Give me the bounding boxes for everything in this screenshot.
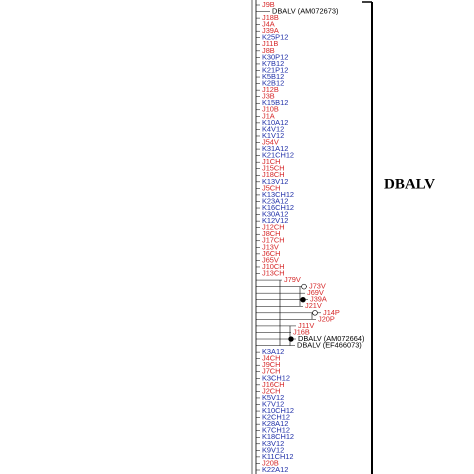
leaf-label: J2CH <box>262 386 280 395</box>
node-marker <box>288 336 294 342</box>
leaf-label: K7V12 <box>262 399 284 408</box>
leaf-label: J18CH <box>262 170 285 179</box>
leaf-label: K3CH12 <box>262 373 290 382</box>
leaf-label: K28A12 <box>262 419 288 428</box>
leaf-label: K5B12 <box>262 72 284 81</box>
leaf-label: K15B12 <box>262 98 288 107</box>
leaf-label: J9CH <box>262 360 280 369</box>
leaf-label: K2B12 <box>262 79 284 88</box>
leaf-label: K22A12 <box>262 465 288 474</box>
leaf-label: J3B <box>262 92 275 101</box>
leaf-label: K7B12 <box>262 59 284 68</box>
leaf-label: J1CH <box>262 157 280 166</box>
branches <box>251 0 321 474</box>
leaf-label: J14P <box>323 308 340 317</box>
leaf-label: K1V12 <box>262 131 284 140</box>
leaf-label: J11B <box>262 39 278 48</box>
leaf-label: J39A <box>310 295 327 304</box>
leaf-label: J6CH <box>262 249 280 258</box>
leaf-label: DBALV (AM072673) <box>272 7 338 16</box>
leaf-label: K21CH12 <box>262 151 294 160</box>
leaf-label: J8CH <box>262 229 280 238</box>
leaf-label: K13CH12 <box>262 190 294 199</box>
leaf-label: K5V12 <box>262 393 284 402</box>
node-marker <box>300 297 306 303</box>
leaf-label: K31A12 <box>262 144 288 153</box>
leaf-label: J16CH <box>262 380 285 389</box>
leaf-label: J13CH <box>262 268 285 277</box>
leaf-label: J12B <box>262 85 279 94</box>
leaf-label: J8B <box>262 46 275 55</box>
leaf-label: K7CH12 <box>262 426 290 435</box>
leaf-label: J20B <box>262 458 279 467</box>
leaf-label: J10B <box>262 105 279 114</box>
leaf-label: J17CH <box>262 236 285 245</box>
leaf-label: K9V12 <box>262 445 284 454</box>
leaf-label: J20P <box>318 314 335 323</box>
leaf-label: K3A12 <box>262 347 284 356</box>
leaf-label: K10A12 <box>262 118 288 127</box>
leaf-label: J18B <box>262 13 279 22</box>
leaf-label: K10CH12 <box>262 406 294 415</box>
leaf-label: DBALV (AM072664) <box>298 334 364 343</box>
leaf-label: K30P12 <box>262 52 288 61</box>
leaf-label: J12CH <box>262 223 285 232</box>
leaf-label: J54V <box>262 137 279 146</box>
leaf-label: K3V12 <box>262 439 284 448</box>
leaf-label: J21V <box>305 301 322 310</box>
leaf-label: J39A <box>262 26 279 35</box>
node-marker <box>301 283 307 290</box>
leaf-label: K12V12 <box>262 216 288 225</box>
leaf-label: J13V <box>262 242 279 251</box>
node-marker <box>312 310 318 316</box>
leaf-label: J79V <box>284 275 301 284</box>
leaf-label: J4A <box>262 20 275 29</box>
leaf-label: K18CH12 <box>262 432 294 441</box>
leaf-label: J73V <box>309 282 326 291</box>
leaf-label: J4CH <box>262 354 280 363</box>
leaf-label: K13V12 <box>262 177 288 186</box>
leaf-label: K30A12 <box>262 210 288 219</box>
leaf-label: J69V <box>307 288 324 297</box>
clade-label: DBALV <box>384 176 435 192</box>
leaf-label: K25P12 <box>262 33 288 42</box>
leaf-label: J9B <box>262 0 275 9</box>
leaf-label: K2CH12 <box>262 413 290 422</box>
leaf-label: DBALV (EF466073) <box>297 341 362 350</box>
leaf-label: J5CH <box>262 183 280 192</box>
leaf-label: K23A12 <box>262 196 288 205</box>
leaf-label: J7CH <box>262 367 280 376</box>
leaf-label: J10CH <box>262 262 285 271</box>
leaf-label: J16B <box>293 327 310 336</box>
leaf-label: K21P12 <box>262 65 288 74</box>
leaf-label: J1A <box>262 111 275 120</box>
leaf-label: K11CH12 <box>262 452 294 461</box>
leaf-label: J65V <box>262 255 279 264</box>
leaf-label: J15CH <box>262 164 285 173</box>
leaf-label: K16CH12 <box>262 203 294 212</box>
leaf-label: K4V12 <box>262 124 284 133</box>
leaf-label: J11V <box>298 321 314 330</box>
